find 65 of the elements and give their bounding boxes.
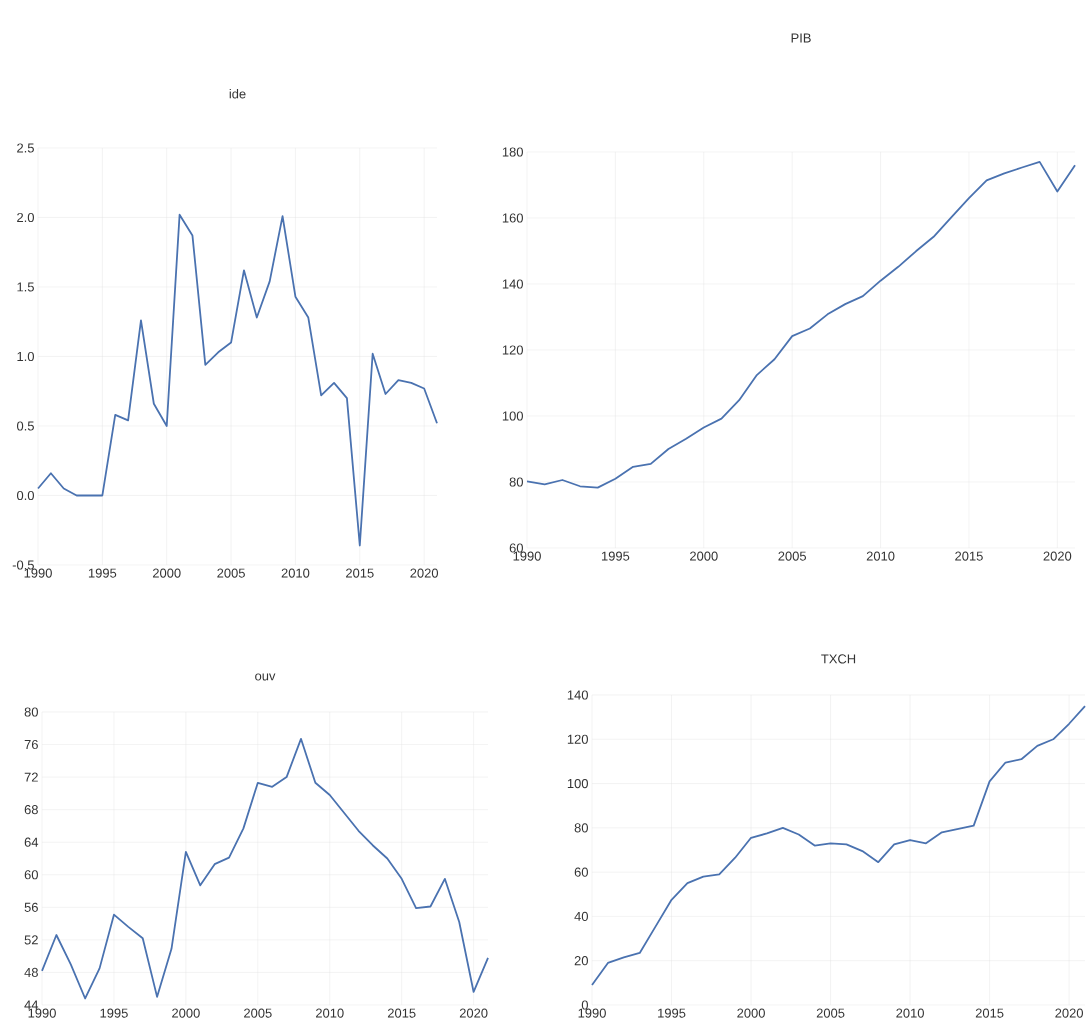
x-tick-label: 2010 [281,568,310,578]
y-tick-label: 80 [24,707,38,717]
y-tick-label: 180 [502,147,523,157]
y-tick-label: 72 [24,772,38,782]
x-tick-label: 2000 [737,1008,765,1018]
x-tick-label: 2015 [387,1008,416,1018]
x-tick-label: 2005 [778,551,807,561]
line-series [526,160,1076,489]
y-tick-label: 44 [24,1000,39,1010]
y-tick-label: 48 [24,967,38,978]
chart-title: TXCH [821,654,856,664]
x-tick-label: 1995 [658,1008,686,1018]
chart-title: ouv [255,673,276,681]
x-tick-label: 1995 [88,568,117,578]
x-tick-label: 1990 [28,1008,56,1018]
y-tick-label: 60 [509,543,523,553]
x-tick-label: 2010 [896,1008,924,1018]
y-tick-label: 1.0 [17,351,34,362]
x-tick-label: 1995 [100,1008,128,1018]
x-tick-label: 2010 [866,551,895,561]
chart-title: ide [229,88,246,99]
y-tick-label: 56 [24,902,38,912]
y-tick-label: 80 [509,477,523,487]
y-tick-label: 40 [574,911,588,921]
x-tick-label: 2020 [1055,1008,1084,1018]
y-tick-label: 68 [24,805,38,815]
y-tick-label: 2.0 [17,212,34,223]
x-tick-label: 1995 [601,551,630,561]
y-tick-label: 140 [502,279,523,289]
x-tick-label: 2015 [346,568,374,578]
x-tick-label: 1990 [24,568,52,578]
y-tick-label: 0.0 [16,490,34,501]
x-tick-label: 2000 [172,1008,200,1018]
x-tick-label: 2015 [955,551,983,561]
x-tick-label: 2005 [217,568,245,578]
y-tick-label: 60 [574,867,588,877]
x-tick-label: 2000 [152,568,181,578]
x-tick-label: 2020 [410,568,439,578]
y-tick-label: 52 [24,935,38,945]
y-tick-label: 60 [24,870,38,880]
y-tick-label: 0.5 [16,421,34,431]
x-tick-label: 2000 [690,551,718,561]
x-tick-label: 2015 [975,1008,1004,1018]
y-tick-label: 160 [502,213,523,223]
x-tick-label: 1990 [578,1008,606,1018]
x-tick-label: 1990 [513,551,541,561]
x-tick-label: 2020 [459,1008,488,1018]
y-tick-label: 20 [574,956,588,966]
y-tick-label: 0 [581,1000,588,1010]
y-tick-label: 140 [567,690,588,700]
x-tick-label: 2010 [316,1008,344,1018]
x-tick-label: 2005 [816,1008,845,1018]
y-tick-label: 76 [24,739,38,750]
y-tick-label: 100 [567,778,588,789]
y-tick-label: 64 [24,837,39,847]
y-tick-label: 100 [502,411,523,421]
y-tick-label: 80 [574,823,588,833]
chart-title: PIB [791,33,811,43]
x-tick-label: 2005 [244,1008,272,1018]
y-tick-label: 120 [502,345,523,355]
y-tick-label: 2.5 [17,143,34,153]
y-tick-label: 1.5 [17,282,34,292]
x-tick-label: 2020 [1043,551,1072,561]
y-tick-label: 120 [567,734,588,744]
y-tick-label: -0.5 [12,560,34,570]
